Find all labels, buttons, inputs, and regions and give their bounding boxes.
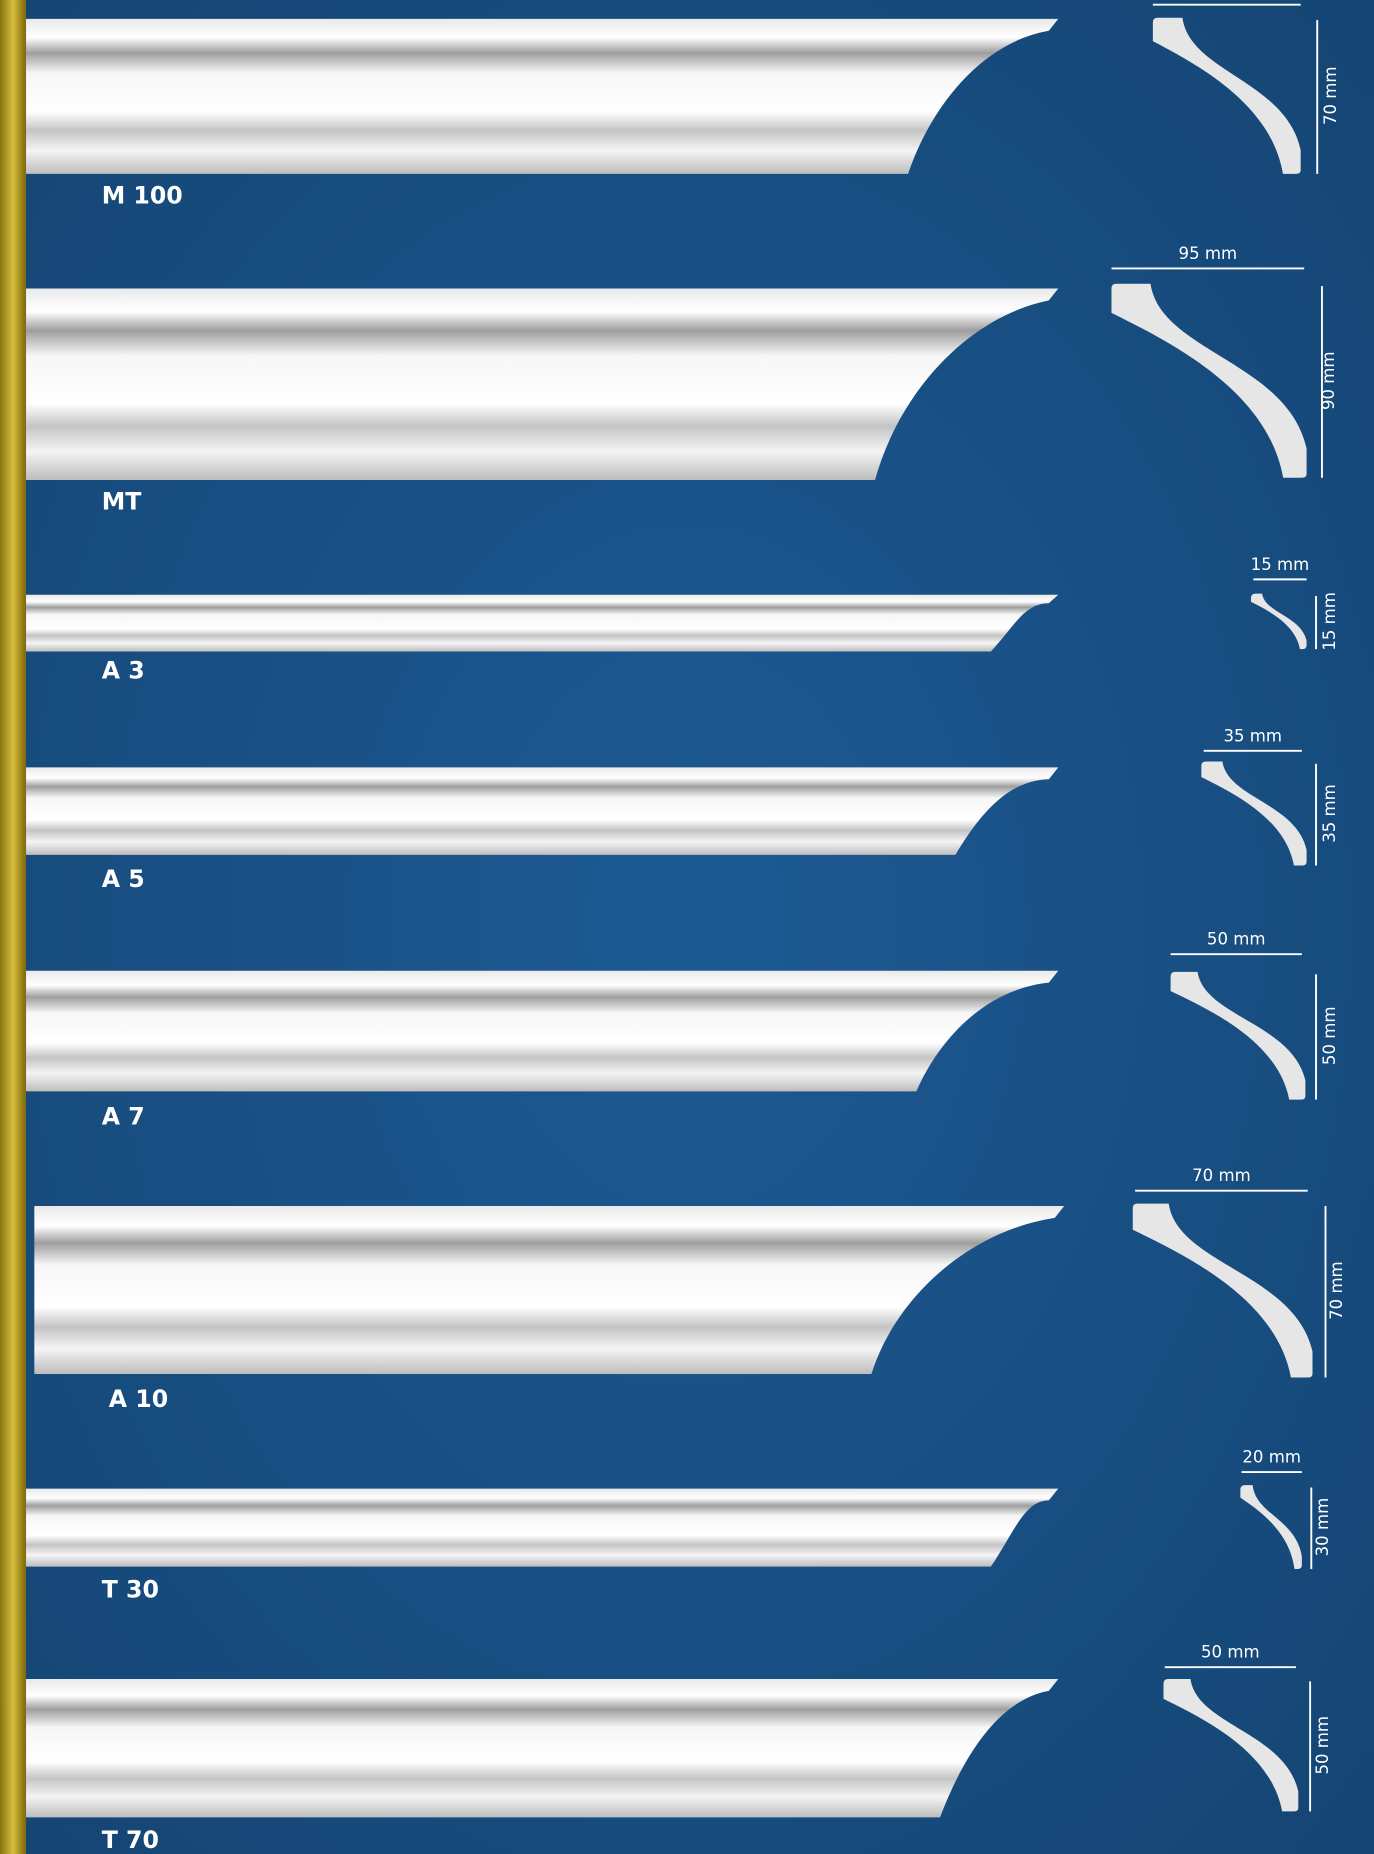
background [0, 0, 1374, 1854]
width-label: 95 mm [1179, 244, 1238, 263]
height-label: 50 mm [1320, 1006, 1339, 1065]
height-label: 35 mm [1320, 784, 1339, 843]
product-name: T 30 [102, 1575, 159, 1603]
height-label: 70 mm [1327, 1261, 1346, 1320]
height-label: 15 mm [1320, 592, 1339, 651]
molding [26, 767, 1058, 854]
catalog: M 100 70 mm MT 95 mm 90 mm A 3 15 mm 15 mm A 5 35… [0, 0, 1374, 1854]
molding [26, 595, 1058, 652]
width-label: 50 mm [1207, 930, 1266, 949]
molding [26, 1489, 1058, 1567]
product-name: A 10 [109, 1385, 168, 1413]
molding [26, 19, 1058, 174]
product-name: M 100 [102, 181, 183, 209]
product-name: A 3 [102, 657, 145, 685]
product-name: A 7 [102, 1102, 145, 1130]
gold-edge [0, 0, 26, 1854]
height-label: 50 mm [1313, 1716, 1332, 1775]
height-label: 90 mm [1319, 351, 1338, 410]
product-name: MT [102, 488, 142, 516]
height-label: 30 mm [1313, 1498, 1332, 1557]
product-name: A 5 [102, 865, 145, 893]
page: M 100 70 mm MT 95 mm 90 mm A 3 15 mm 15 mm A 5 35… [0, 0, 1374, 1854]
width-label: 70 mm [1192, 1166, 1251, 1185]
width-label: 50 mm [1201, 1643, 1260, 1662]
height-label: 70 mm [1321, 66, 1340, 125]
width-label: 35 mm [1223, 726, 1282, 745]
product-name: T 70 [102, 1826, 159, 1854]
width-label: 20 mm [1242, 1448, 1301, 1467]
molding [26, 1679, 1058, 1817]
molding [26, 971, 1058, 1092]
width-label: 15 mm [1251, 555, 1310, 574]
